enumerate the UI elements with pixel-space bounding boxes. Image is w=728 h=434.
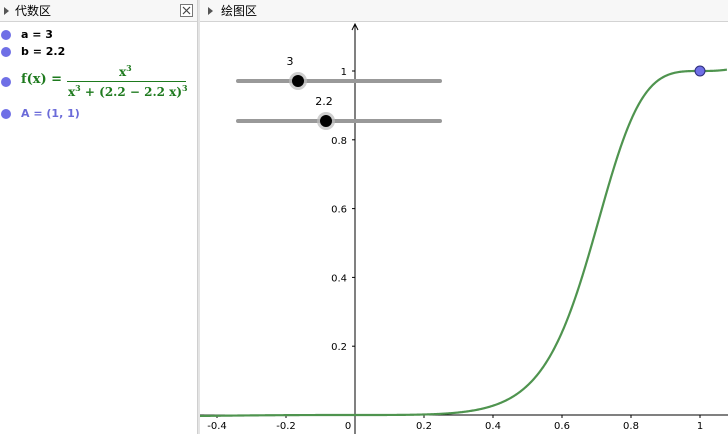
function-f-lhs: f(x) = <box>21 72 63 87</box>
slider-value-label-a: 3 <box>287 55 294 68</box>
algebra-panel-title: 代数区 <box>15 4 52 18</box>
visibility-toggle-f[interactable] <box>1 77 11 87</box>
x-tick-label: -0.4 <box>207 421 227 432</box>
x-tick-label: -0.2 <box>276 421 296 432</box>
visibility-toggle-A[interactable] <box>1 109 11 119</box>
y-tick-label: 0.6 <box>331 205 347 216</box>
function-f-numerator: x3 <box>119 63 132 79</box>
y-tick-label: 1 <box>341 67 347 78</box>
slider-knob-a[interactable] <box>292 75 304 87</box>
algebra-item-b[interactable]: b = 2.2 <box>0 44 197 62</box>
x-tick-label: 0.6 <box>554 421 570 432</box>
x-tick-label: 0.8 <box>623 421 639 432</box>
y-tick-label: 0.8 <box>331 136 347 147</box>
function-curve[interactable] <box>200 68 728 418</box>
fraction-bar <box>67 81 186 82</box>
collapse-triangle-icon[interactable] <box>208 7 213 15</box>
close-icon[interactable] <box>180 4 193 17</box>
point-A[interactable] <box>694 65 706 77</box>
graphics-panel-header: 绘图区 <box>200 0 728 22</box>
panel-divider[interactable] <box>197 0 200 434</box>
y-axis-arrow-icon <box>351 22 359 31</box>
algebra-item-a[interactable]: a = 3 <box>0 27 197 45</box>
collapse-triangle-icon[interactable] <box>4 7 9 15</box>
algebra-label-A: A = (1, 1) <box>21 107 80 120</box>
x-tick-label: 0.2 <box>416 421 432 432</box>
x-tick-label: 0.4 <box>485 421 501 432</box>
function-f-denominator: x3 + (2.2 − 2.2 x)3 <box>68 83 188 99</box>
y-tick-label: 0.2 <box>331 342 347 353</box>
algebra-item-A[interactable]: A = (1, 1) <box>0 106 197 124</box>
x-tick-label: 1 <box>697 421 703 432</box>
visibility-toggle-b[interactable] <box>1 47 11 57</box>
function-plot[interactable]: -0.4 -0.2 0 0.2 0.4 0.6 0.8 1 0.2 0.4 0.6 0.8 1 3 2.2 <box>200 0 728 434</box>
y-tick-label: 0.4 <box>331 273 347 284</box>
algebra-label-b: b = 2.2 <box>21 45 66 58</box>
algebra-panel-header: 代数区 <box>0 0 197 22</box>
algebra-label-a: a = 3 <box>21 28 53 41</box>
visibility-toggle-a[interactable] <box>1 30 11 40</box>
slider-value-label-b: 2.2 <box>315 95 333 108</box>
algebra-panel: 代数区 a = 3 b = 2.2 f(x) = x3 x3 + (2.2 − … <box>0 0 197 434</box>
slider-knob-b[interactable] <box>320 115 332 127</box>
graphics-panel-title: 绘图区 <box>221 4 258 18</box>
x-tick-label: 0 <box>345 421 351 432</box>
graphics-panel[interactable]: 绘图区 -0.4 -0.2 0 0.2 0.4 0.6 0.8 1 0.2 0.4 0.6 0.8 1 … <box>200 0 728 434</box>
